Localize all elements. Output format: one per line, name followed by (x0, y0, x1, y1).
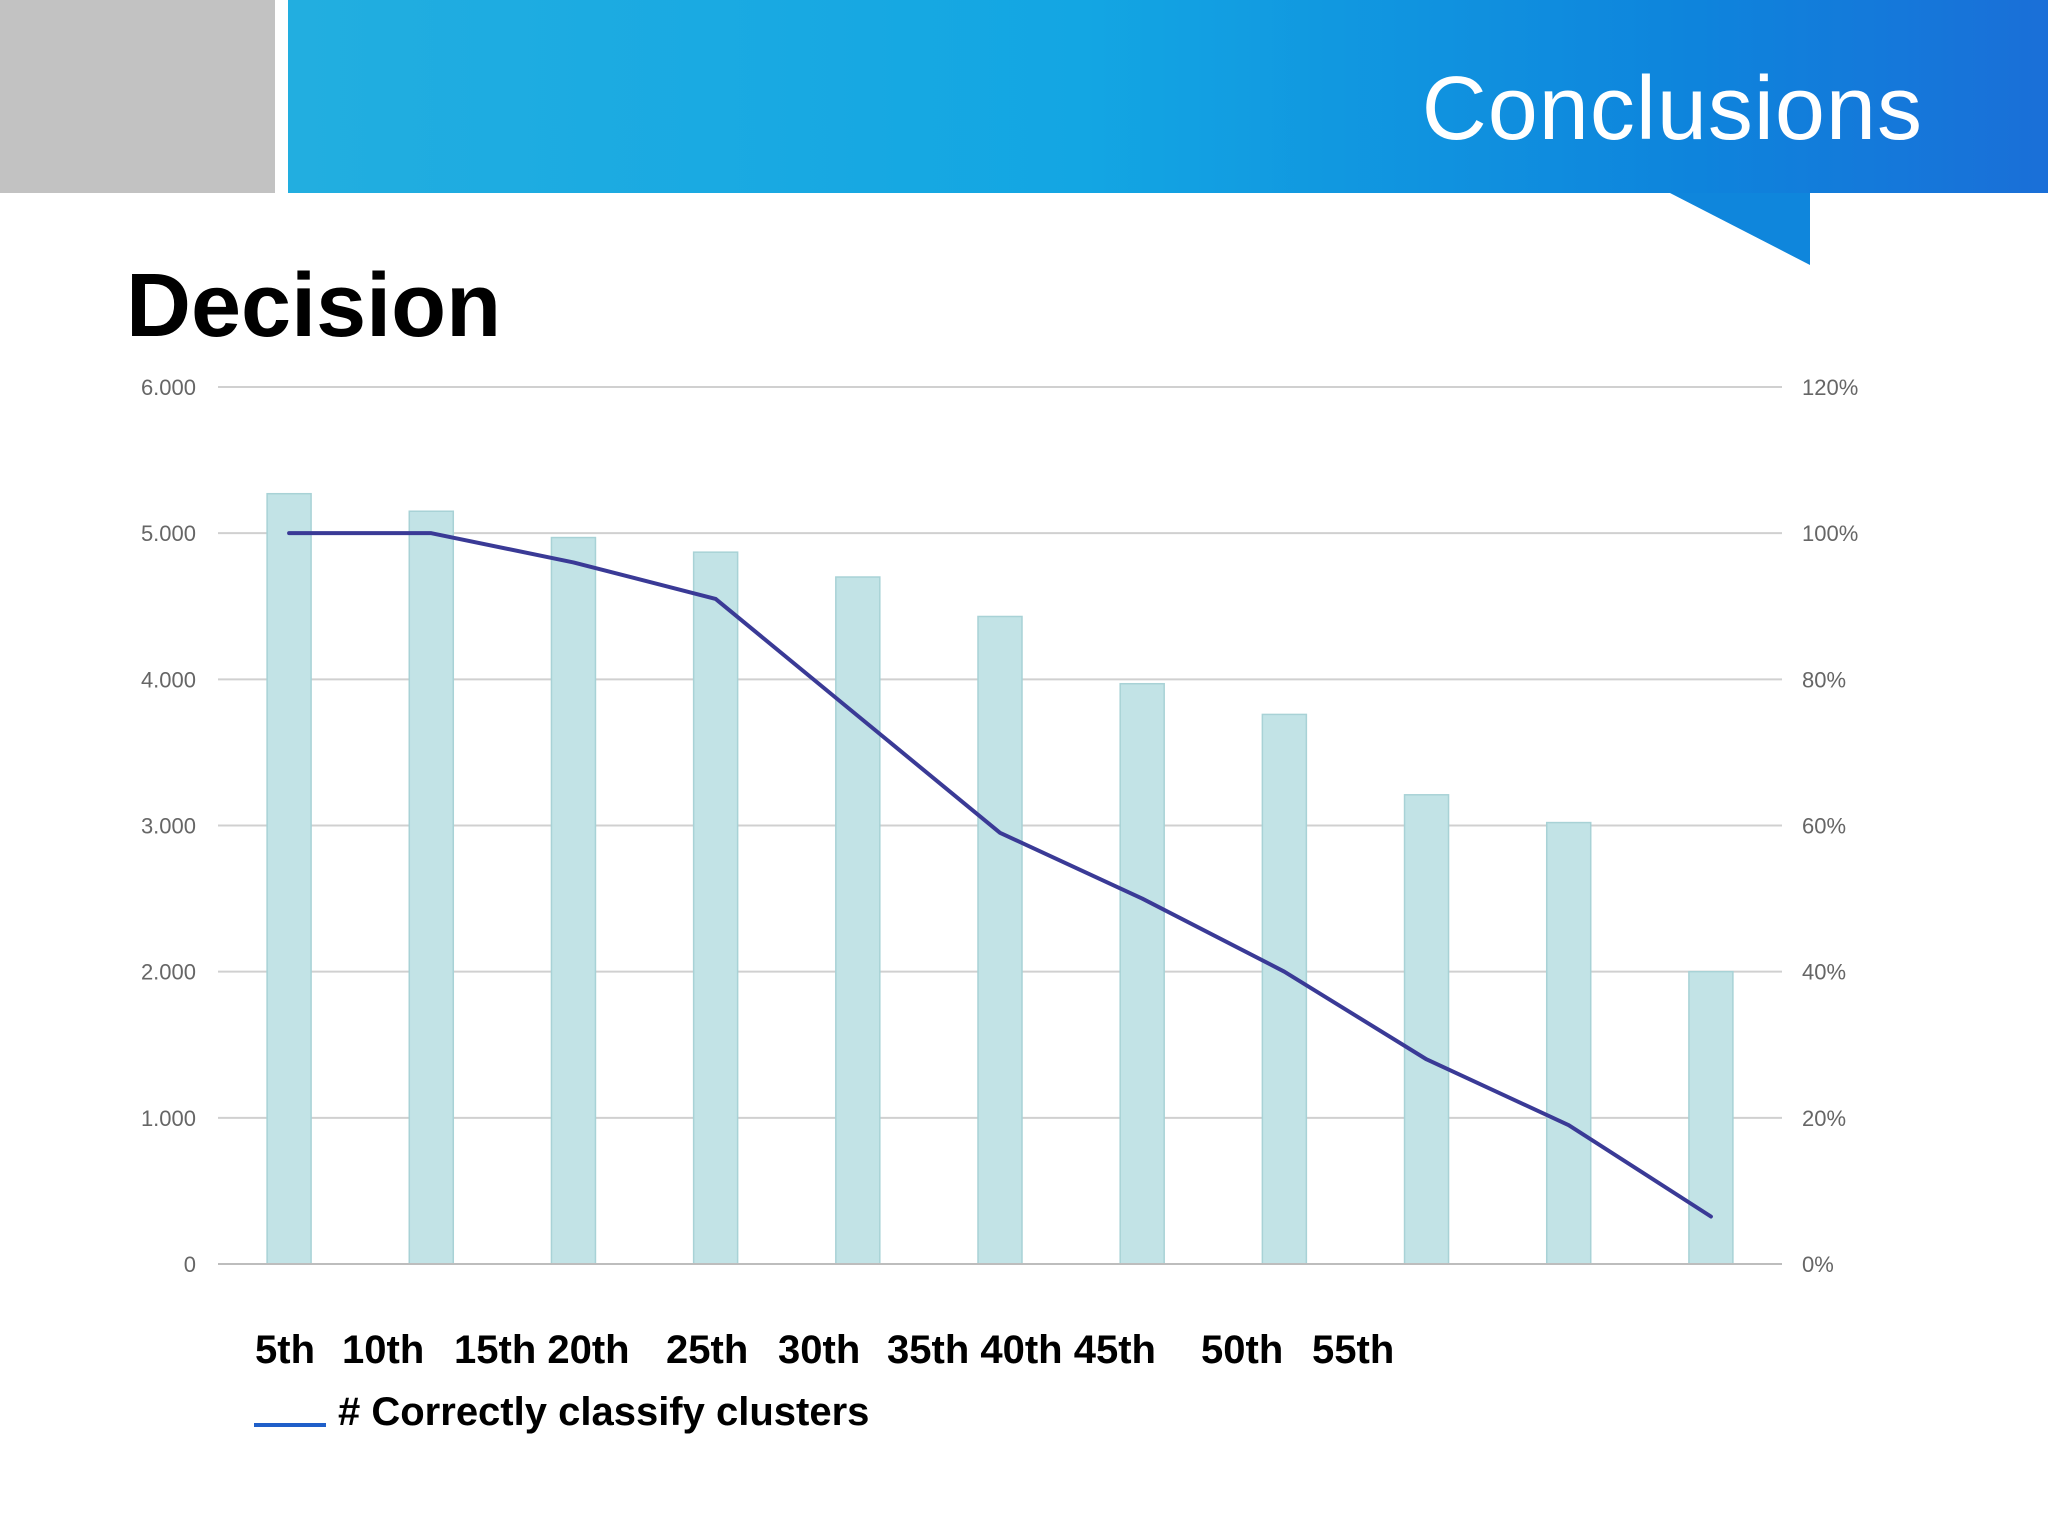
y-left-tick-label: 3.000 (141, 814, 196, 839)
y-right-tick-label: 60% (1802, 814, 1846, 839)
bar (1688, 970, 1734, 1265)
bar (1403, 794, 1450, 1265)
legend-line-swatch (254, 1423, 326, 1427)
y-right-tick-label: 20% (1802, 1106, 1846, 1131)
bar (692, 551, 739, 1265)
y-left-tick-label: 6.000 (141, 375, 196, 400)
bar (1261, 713, 1308, 1265)
y-left-tick-label: 4.000 (141, 667, 196, 692)
bar (408, 510, 455, 1265)
bar (1545, 821, 1592, 1265)
bar (1119, 682, 1165, 1265)
x-category-label: 35th 40th 45th (887, 1328, 1156, 1372)
y-left-tick-label: 2.000 (141, 960, 196, 985)
x-category-label: 10th (342, 1328, 425, 1372)
slide-heading: Decision (126, 256, 502, 356)
x-category-label: 5th (255, 1328, 315, 1372)
y-right-tick-label: 40% (1802, 960, 1846, 985)
bar (266, 492, 312, 1265)
header-title: Conclusions (1421, 59, 1923, 159)
legend: # Correctly classify clusters (254, 1390, 869, 1435)
y-left-tick-label: 5.000 (141, 521, 196, 546)
gray-corner-block (0, 0, 275, 193)
y-right-tick-label: 80% (1802, 667, 1846, 692)
y-right-tick-label: 0% (1802, 1252, 1834, 1277)
x-category-label: 30th (778, 1328, 861, 1372)
x-category-label: 50th (1201, 1328, 1284, 1372)
legend-label: # Correctly classify clusters (338, 1390, 870, 1434)
x-category-label: 15th 20th (454, 1328, 630, 1372)
bar (977, 615, 1023, 1265)
bar (835, 576, 881, 1265)
line-series (287, 531, 1713, 1219)
bar (550, 536, 597, 1265)
x-category-label: 55th (1312, 1328, 1395, 1372)
y-left-tick-label: 1.000 (141, 1106, 196, 1131)
y-right-tick-label: 100% (1802, 521, 1858, 546)
x-category-label: 25th (666, 1328, 749, 1372)
y-left-tick-label: 0 (184, 1252, 196, 1277)
y-right-tick-label: 120% (1802, 375, 1858, 400)
header-band (288, 0, 2048, 193)
